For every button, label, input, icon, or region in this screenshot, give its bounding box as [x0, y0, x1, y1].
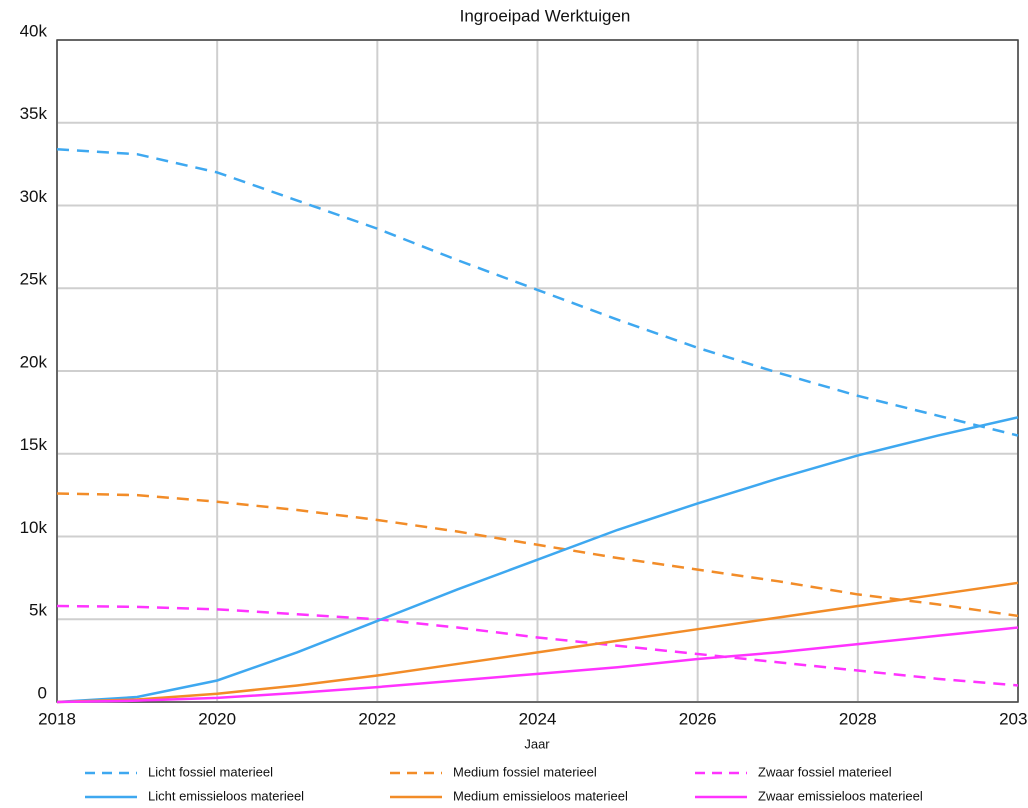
line-series: [56, 492, 1019, 618]
y-tick-label: 5k: [29, 601, 47, 620]
x-tick-label: 2028: [839, 709, 877, 728]
y-tick-label: 40k: [20, 21, 48, 40]
y-tick-label: 0: [38, 683, 47, 702]
x-tick-label: 2030: [999, 709, 1028, 728]
line-series: [56, 626, 1019, 704]
line-series: [56, 147, 1019, 437]
x-tick-label: 2026: [679, 709, 717, 728]
y-tick-label: 20k: [20, 352, 48, 371]
y-tick-label: 35k: [20, 104, 48, 123]
legend-label: Licht emissieloos materieel: [148, 788, 304, 803]
x-tick-label: 2018: [38, 709, 76, 728]
y-tick-label: 30k: [20, 187, 48, 206]
legend-label: Medium fossiel materieel: [453, 764, 597, 779]
legend-label: Zwaar emissieloos materieel: [758, 788, 923, 803]
legend-label: Zwaar fossiel materieel: [758, 764, 892, 779]
line-series: [56, 604, 1019, 687]
chart-title: Ingroeipad Werktuigen: [460, 6, 631, 25]
line-series: [56, 581, 1019, 704]
line-series: [56, 416, 1019, 704]
x-axis-label: Jaar: [524, 736, 550, 751]
y-tick-label: 15k: [20, 435, 48, 454]
x-tick-label: 2020: [198, 709, 236, 728]
y-tick-label: 10k: [20, 518, 48, 537]
x-tick-label: 2024: [519, 709, 557, 728]
y-tick-label: 25k: [20, 270, 48, 289]
legend-label: Medium emissieloos materieel: [453, 788, 628, 803]
legend-label: Licht fossiel materieel: [148, 764, 273, 779]
plot-frame: [56, 39, 1019, 703]
x-tick-label: 2022: [358, 709, 396, 728]
